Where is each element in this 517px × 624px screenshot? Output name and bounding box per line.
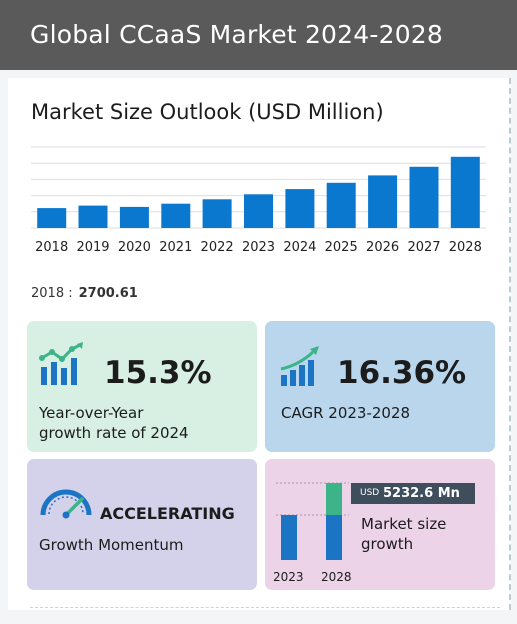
market-size-chart: 2018 2019 2020 2021 2022 2023 2024 2025 2026 2027… [31, 146, 486, 255]
x-tick-label: 2021 [159, 240, 192, 255]
chart-bar-2026 [368, 175, 398, 228]
cagr-period: CAGR 2023-2028 [281, 404, 411, 422]
market-growth-card: USD 5232.6 Mn Market size growth 2023 20… [265, 459, 495, 590]
chart-title: Market Size Outlook (USD Million) [31, 100, 384, 124]
chart-bar-2019 [78, 205, 108, 228]
page-title: Global CCaaS Market 2024-2028 [30, 20, 444, 49]
x-tick-label: 2020 [118, 240, 151, 255]
yoy-growth-line2: growth rate of 2024 [39, 424, 189, 442]
growth-bars-icon [39, 342, 83, 385]
chart-bar-2027 [409, 166, 439, 228]
increment-value: 5232.6 Mn [383, 486, 460, 501]
yoy-growth-card: 15.3% Year-over-Year growth rate of 2024 [27, 321, 257, 452]
chart-bar-2023 [244, 194, 273, 228]
growth-momentum-card: ACCELERATING Growth Momentum [27, 459, 257, 590]
increment-badge: USD 5232.6 Mn [351, 483, 475, 504]
increment-unit: USD [360, 488, 380, 498]
header-bar: Global CCaaS Market 2024-2028 [0, 0, 517, 70]
momentum-label: Growth Momentum [39, 536, 184, 554]
increment-bars-icon [276, 482, 349, 560]
chart-bar-2024 [285, 189, 315, 228]
x-tick-label: 2027 [407, 240, 440, 255]
chart-bar-2025 [326, 182, 356, 228]
x-tick-label: 2028 [449, 240, 482, 255]
chart-bar-2018 [37, 208, 67, 228]
base-year-row: 2018 : 2700.61 [31, 286, 138, 301]
gauge-icon [40, 489, 92, 519]
x-tick-label: 2025 [325, 240, 358, 255]
increment-end-year: 2028 [321, 570, 352, 584]
chart-bar-2020 [119, 206, 149, 228]
chart-bar-2022 [202, 199, 232, 228]
x-tick-label: 2026 [366, 240, 399, 255]
chart-bar-2028 [450, 156, 480, 228]
x-tick-label: 2018 [35, 240, 68, 255]
cagr-bars-icon [280, 346, 319, 386]
base-year-value: 2700.61 [78, 286, 138, 301]
x-tick-label: 2024 [283, 240, 316, 255]
yoy-growth-line1: Year-over-Year [39, 404, 144, 422]
increment-start-year: 2023 [273, 570, 304, 584]
increment-line2: growth [361, 535, 414, 553]
bottom-divider [30, 607, 500, 608]
increment-line1: Market size [361, 515, 447, 533]
cagr-value: 16.36% [337, 355, 467, 391]
momentum-status: ACCELERATING [100, 504, 235, 523]
x-tick-label: 2023 [242, 240, 275, 255]
base-year-label: 2018 : [31, 286, 73, 301]
cagr-card: 16.36% CAGR 2023-2028 [265, 321, 495, 452]
x-tick-label: 2019 [76, 240, 109, 255]
yoy-growth-value: 15.3% [104, 355, 212, 391]
x-tick-label: 2022 [201, 240, 234, 255]
chart-bar-2021 [161, 203, 191, 228]
market-panel: Market Size Outlook (USD Million) 2018 20… [8, 78, 511, 610]
